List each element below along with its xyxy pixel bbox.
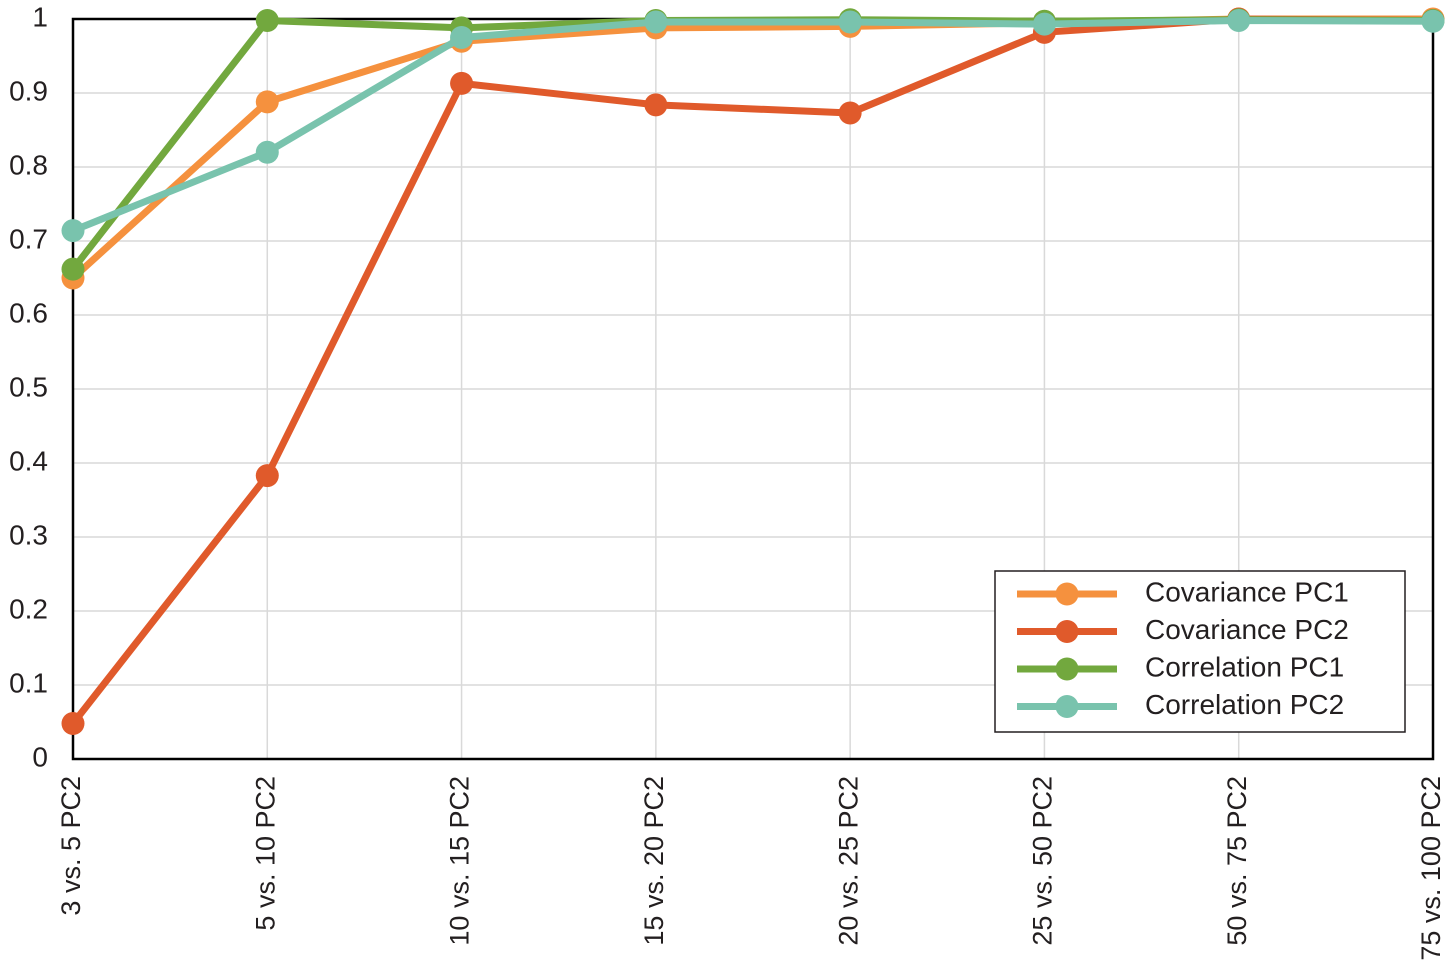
y-tick-label: 0.1 xyxy=(9,667,48,698)
legend-label: Correlation PC1 xyxy=(1145,651,1344,682)
legend-marker xyxy=(1055,657,1079,681)
data-point xyxy=(255,8,279,32)
y-tick-label: 0.3 xyxy=(9,519,48,550)
y-tick-label: 0.6 xyxy=(9,297,48,328)
legend-marker xyxy=(1055,582,1079,606)
data-point xyxy=(1227,8,1251,32)
legend-label: Covariance PC1 xyxy=(1145,576,1349,607)
x-tick-label: 10 vs. 15 PC2 xyxy=(445,776,475,946)
x-tick-label: 15 vs. 20 PC2 xyxy=(639,776,669,946)
data-point xyxy=(255,464,279,488)
data-point xyxy=(61,219,85,243)
legend-marker xyxy=(1055,620,1079,643)
y-tick-label: 0.9 xyxy=(9,75,48,106)
x-tick-label: 50 vs. 75 PC2 xyxy=(1222,776,1252,946)
data-point xyxy=(644,93,668,117)
legend-marker xyxy=(1055,695,1079,718)
y-tick-label: 0 xyxy=(32,741,48,772)
data-point xyxy=(450,71,474,95)
data-point xyxy=(644,10,668,34)
x-tick-label: 25 vs. 50 PC2 xyxy=(1028,776,1058,946)
data-point xyxy=(61,257,85,281)
y-tick-label: 0.7 xyxy=(9,223,48,254)
data-point xyxy=(450,26,474,49)
data-point xyxy=(61,711,85,735)
legend-label: Covariance PC2 xyxy=(1145,614,1349,645)
data-point xyxy=(1032,12,1056,36)
data-point xyxy=(255,140,279,164)
data-point xyxy=(838,101,862,125)
x-tick-label: 3 vs. 5 PC2 xyxy=(56,776,86,916)
data-point xyxy=(838,10,862,34)
y-tick-label: 0.2 xyxy=(9,593,48,624)
x-tick-label: 75 vs. 100 PC2 xyxy=(1416,776,1446,961)
data-point xyxy=(1421,9,1445,33)
y-tick-label: 0.5 xyxy=(9,371,48,402)
x-tick-label: 5 vs. 10 PC2 xyxy=(250,776,280,931)
legend: Covariance PC1 Covariance PC2 Correlation … xyxy=(994,570,1406,733)
series-line xyxy=(71,16,1434,234)
y-tick-label: 1 xyxy=(32,1,48,32)
x-tick-label: 20 vs. 25 PC2 xyxy=(833,776,863,946)
legend-label: Correlation PC2 xyxy=(1145,689,1344,720)
y-tick-label: 0.8 xyxy=(9,149,48,180)
data-point xyxy=(255,90,279,114)
y-tick-label: 0.4 xyxy=(9,445,48,476)
